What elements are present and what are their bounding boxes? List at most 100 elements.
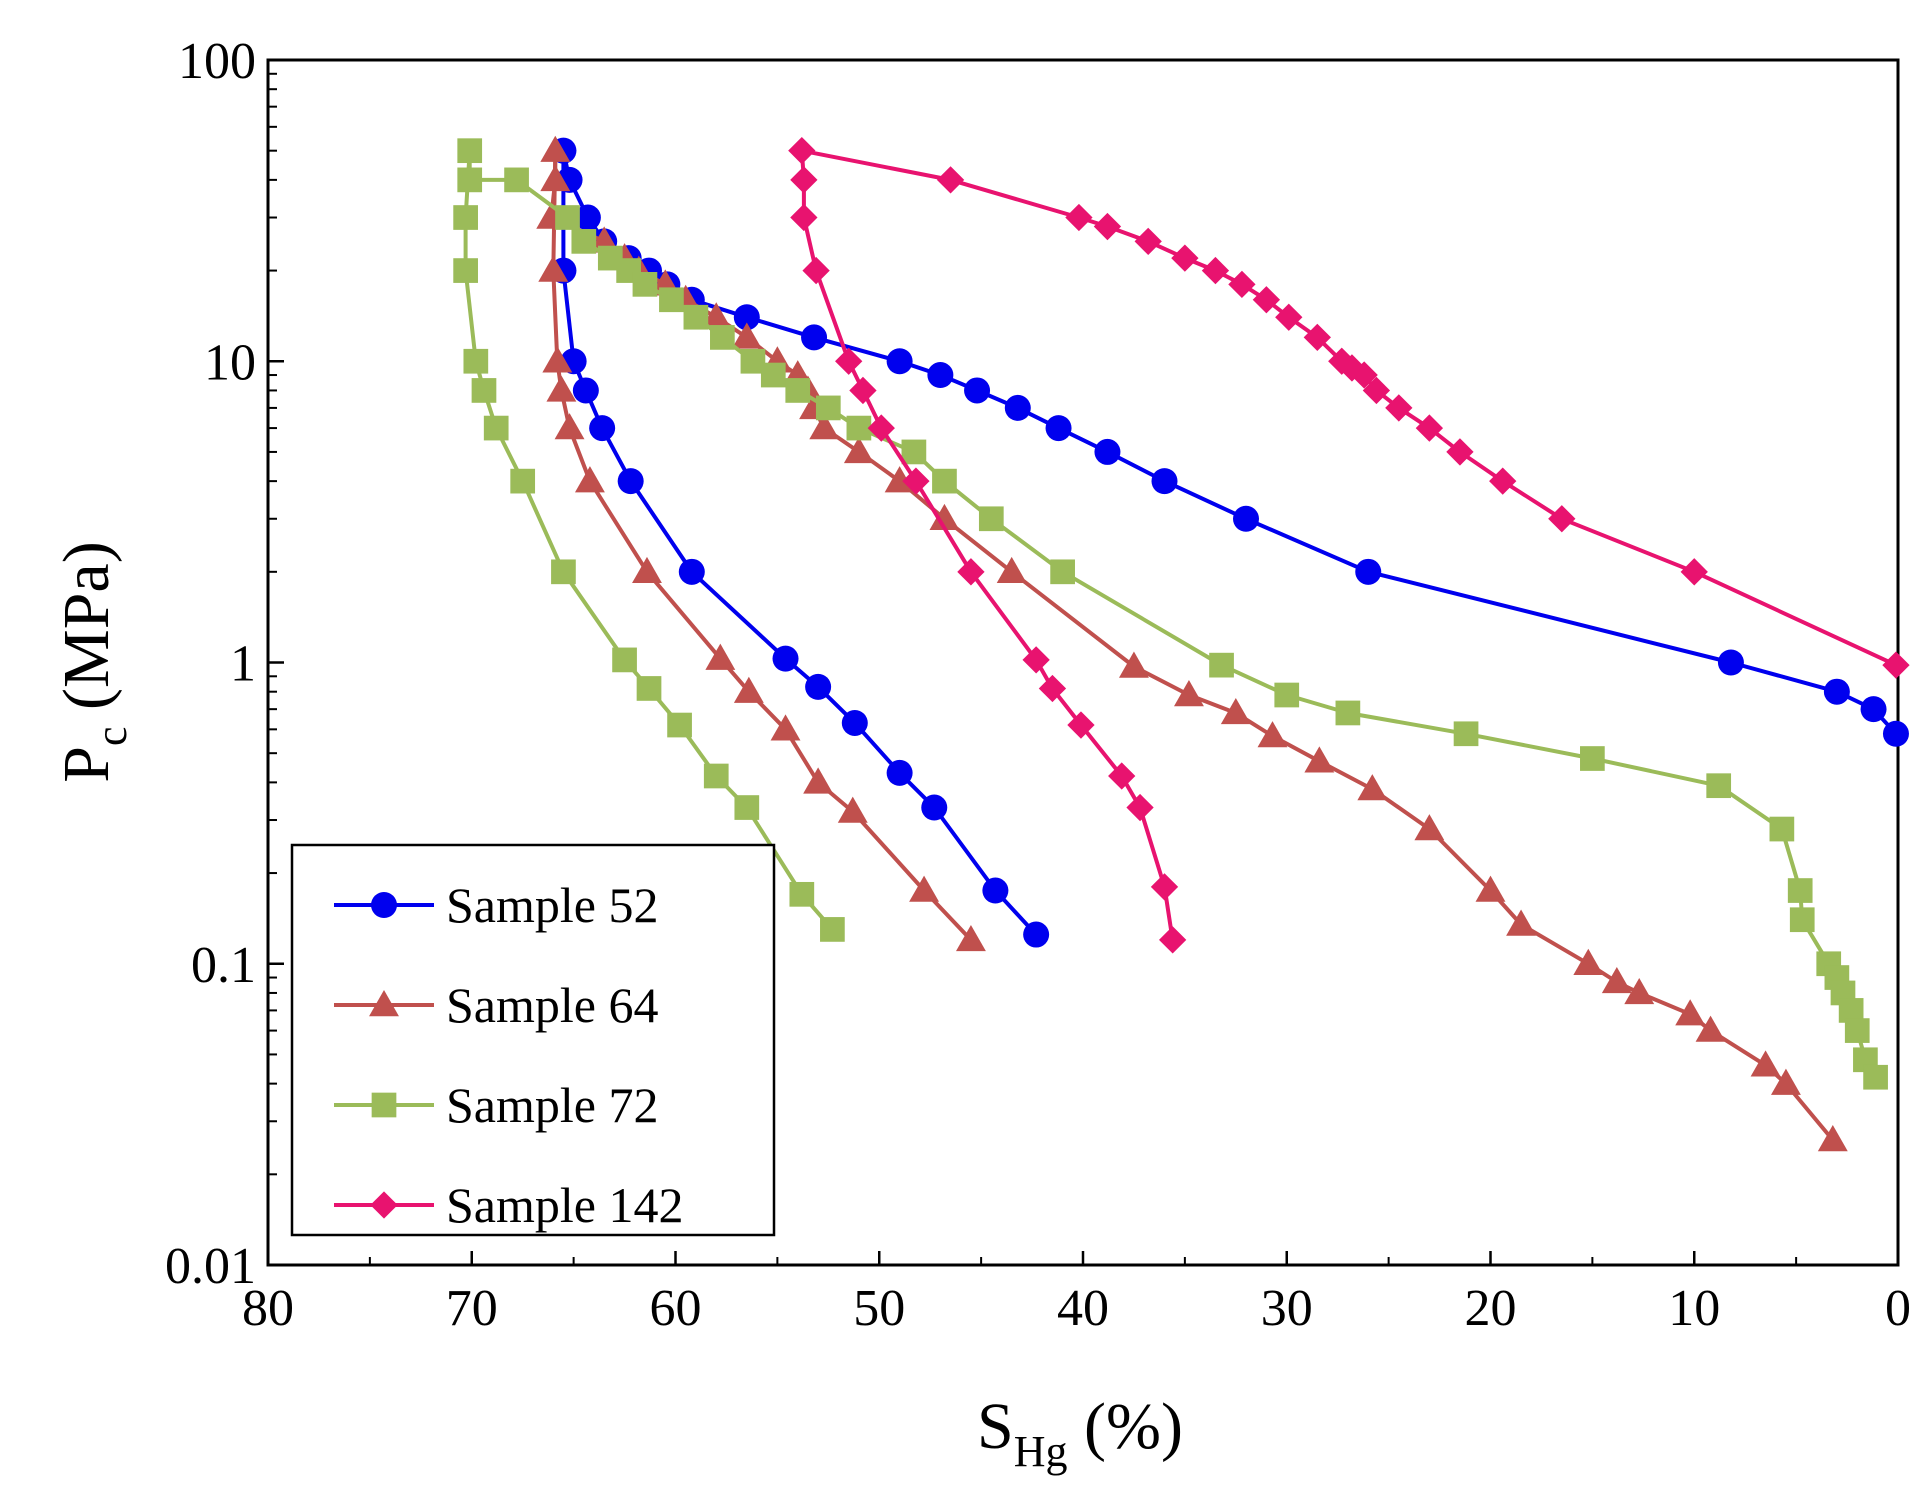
data-point — [551, 559, 576, 585]
data-point — [1844, 1018, 1870, 1043]
data-point — [886, 759, 913, 786]
data-point — [574, 466, 605, 493]
data-point — [457, 167, 483, 193]
data-point — [846, 415, 872, 441]
data-point — [909, 875, 940, 902]
legend-entry: Sample 64 — [334, 977, 658, 1033]
data-point — [632, 271, 658, 297]
data-point — [1004, 394, 1031, 421]
data-point — [886, 348, 913, 375]
legend-marker — [371, 1092, 397, 1118]
x-axis-title: SHg (%) — [977, 1390, 1183, 1476]
data-point — [1489, 467, 1517, 495]
data-point — [996, 556, 1027, 584]
x-axis-title-main: S — [977, 1390, 1014, 1463]
data-point — [1357, 774, 1388, 801]
data-point — [554, 413, 585, 440]
data-point — [463, 348, 489, 374]
data-point — [1228, 270, 1256, 298]
y-axis-title: Pc (MPa) — [50, 541, 136, 782]
data-point — [936, 166, 965, 194]
legend-entry: Sample 142 — [334, 1177, 683, 1233]
data-point — [1573, 948, 1604, 975]
series-sample-52 — [550, 137, 1909, 948]
data-point — [1624, 977, 1655, 1005]
x-axis-title-sub: Hg — [1014, 1427, 1068, 1476]
data-point — [705, 643, 736, 670]
y-axis-title-unit: (MPa) — [50, 541, 123, 726]
data-point — [785, 378, 811, 403]
legend-marker — [370, 1191, 398, 1219]
data-point — [1022, 646, 1050, 674]
data-point — [789, 881, 815, 907]
data-point — [1750, 1050, 1781, 1077]
data-point — [841, 709, 868, 736]
data-point — [471, 378, 497, 403]
x-tick-label: 60 — [650, 1280, 702, 1337]
data-point — [1303, 323, 1331, 352]
data-point — [790, 166, 818, 194]
data-point — [1817, 1125, 1848, 1152]
data-point — [929, 503, 960, 530]
data-point — [1150, 873, 1179, 901]
data-point — [546, 375, 577, 402]
data-point — [572, 377, 599, 404]
data-point — [1126, 793, 1154, 822]
data-point — [1789, 907, 1815, 933]
data-point — [1233, 505, 1259, 532]
data-point — [710, 325, 735, 350]
legend-entry: Sample 72 — [334, 1077, 658, 1133]
data-point — [1065, 203, 1093, 232]
data-point — [1355, 558, 1382, 585]
data-point — [1094, 438, 1121, 465]
data-point — [1548, 505, 1576, 533]
x-tick-label: 40 — [1057, 1280, 1109, 1337]
data-point — [772, 645, 799, 672]
legend-label: Sample 72 — [446, 1077, 658, 1133]
data-point — [1159, 926, 1187, 954]
data-point — [1415, 414, 1444, 442]
data-point — [927, 362, 954, 389]
data-point — [1209, 652, 1234, 678]
data-point — [457, 138, 483, 164]
data-point — [1882, 720, 1909, 747]
data-point — [1093, 212, 1122, 241]
data-point — [1787, 878, 1813, 903]
data-point — [1171, 244, 1199, 272]
data-point — [612, 647, 637, 673]
series-line — [561, 150, 1898, 736]
legend-marker — [371, 892, 397, 918]
data-point — [932, 468, 957, 494]
data-point — [1151, 468, 1178, 495]
legend-entry: Sample 52 — [334, 877, 658, 933]
data-point — [1067, 711, 1095, 739]
data-point — [1601, 967, 1632, 994]
data-point — [1338, 354, 1366, 382]
data-point — [803, 767, 834, 794]
series-line — [799, 150, 1175, 941]
data-point — [1275, 303, 1303, 331]
x-tick-label: 10 — [1668, 1280, 1720, 1337]
data-point — [957, 558, 985, 586]
y-axis-ticks: 0.01 0.1 1 10 100 — [165, 33, 284, 1295]
x-axis-title-unit: (%) — [1068, 1390, 1183, 1463]
data-point — [1680, 558, 1708, 586]
x-tick-label: 70 — [446, 1280, 498, 1337]
series-layer — [453, 135, 1910, 1152]
data-point — [667, 712, 692, 738]
data-point — [1108, 762, 1136, 790]
data-point — [589, 415, 616, 442]
x-tick-label: 20 — [1465, 1280, 1517, 1337]
data-point — [1453, 721, 1479, 747]
svg-text:Pc (MPa): Pc (MPa) — [50, 541, 136, 782]
data-point — [632, 556, 662, 584]
data-point — [683, 304, 709, 330]
data-point — [978, 506, 1004, 532]
data-point — [809, 413, 840, 440]
y-axis-title-sub: c — [87, 726, 136, 746]
data-point — [504, 167, 529, 193]
data-point — [703, 763, 729, 789]
series-line — [801, 148, 1897, 667]
data-point — [820, 917, 845, 942]
data-point — [1475, 875, 1506, 902]
